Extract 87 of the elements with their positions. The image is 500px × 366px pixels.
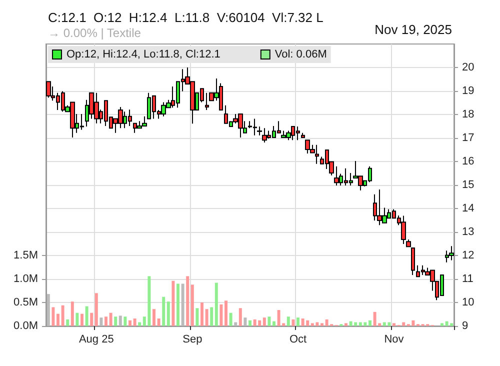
- bar: [272, 321, 276, 326]
- bar: [133, 318, 136, 326]
- bar: [94, 293, 98, 326]
- bar: [210, 307, 214, 326]
- legend-label: Op:12, Hi:12.4, Lo:11.8, Cl:12.1: [66, 48, 220, 60]
- bar: [190, 284, 194, 326]
- bar: [244, 318, 247, 326]
- bar: [286, 316, 290, 326]
- candlestick: [262, 128, 267, 143]
- bar: [152, 309, 156, 326]
- candlestick: [257, 126, 262, 136]
- bar: [392, 323, 396, 326]
- x-tick-label: Aug 25: [78, 334, 114, 346]
- bar: [220, 304, 223, 326]
- text: Nov 19, 2025: [374, 22, 452, 37]
- bar: [56, 314, 60, 326]
- bar: [76, 312, 79, 326]
- bar: [224, 300, 228, 326]
- bar: [440, 323, 444, 326]
- candlestick: [449, 246, 454, 261]
- bar: [296, 318, 300, 326]
- candlestick: [406, 239, 411, 248]
- candlestick: [411, 247, 415, 276]
- bar: [368, 320, 372, 326]
- bar: [200, 302, 204, 326]
- bar: [138, 322, 142, 326]
- bar: [176, 284, 180, 326]
- bar: [248, 320, 252, 326]
- x-tick-label: Nov: [384, 334, 404, 346]
- x-tick-label: Sep: [182, 334, 202, 346]
- bar: [292, 319, 295, 326]
- bar: [70, 302, 74, 326]
- candlestick: [401, 215, 406, 244]
- y-tick-label: 19: [462, 85, 474, 97]
- y-tick-label: 15: [462, 179, 474, 191]
- y-tick-label: 18: [462, 108, 474, 120]
- bar: [124, 316, 127, 326]
- candlestick: [205, 92, 209, 111]
- legend-label: Vol: 0.06M: [274, 48, 327, 60]
- bar: [268, 316, 271, 326]
- bar: [90, 312, 94, 326]
- bar: [344, 323, 348, 326]
- bar: [229, 312, 232, 326]
- bar: [109, 312, 112, 326]
- bar: [166, 302, 170, 326]
- y-tick-label: 14: [462, 202, 474, 214]
- bar: [52, 307, 55, 326]
- bar: [196, 308, 199, 326]
- bar: [214, 282, 218, 326]
- bar: [118, 316, 122, 326]
- bar: [238, 308, 242, 326]
- chart-subtitle: → 0.00% | Textile: [48, 26, 142, 40]
- bar: [80, 314, 84, 326]
- bar: [85, 306, 88, 326]
- bar: [128, 320, 132, 326]
- bar: [262, 318, 266, 326]
- bar: [162, 296, 166, 326]
- y-tick-label: 17: [462, 132, 474, 144]
- bar: [157, 318, 160, 326]
- bar: [181, 284, 184, 326]
- candlestick: [334, 166, 339, 186]
- bar: [104, 316, 108, 326]
- y2-tick-label: 1.0M: [14, 273, 38, 285]
- y-tick-label: 11: [462, 273, 474, 285]
- y2-tick-label: 0.5M: [14, 296, 38, 308]
- y-tick-label: 20: [462, 62, 474, 74]
- bar: [100, 318, 103, 326]
- bar: [320, 323, 324, 326]
- y-tick-label: 12: [462, 250, 474, 262]
- y-tick-label: 10: [462, 296, 474, 308]
- candlestick: [301, 132, 305, 138]
- chart-title: C:12.1 O:12 H:12.4 L:11.8 V:60104 Vl:7.32 L: [48, 10, 324, 25]
- y-tick-label: 13: [462, 226, 474, 238]
- y2-tick-label: 1.5M: [14, 250, 38, 262]
- y-tick-label: 16: [462, 156, 474, 168]
- bar: [172, 280, 175, 326]
- bar: [114, 316, 118, 326]
- x-tick-label: Oct: [289, 334, 307, 346]
- bar: [61, 305, 64, 326]
- y2-tick-label: 0.0M: [14, 320, 38, 332]
- bar: [234, 322, 238, 326]
- bar: [46, 294, 50, 326]
- bar: [66, 319, 70, 326]
- bar: [205, 309, 208, 326]
- bar: [186, 276, 190, 326]
- candlestick: [46, 81, 51, 98]
- y-tick-label: 9: [462, 320, 468, 332]
